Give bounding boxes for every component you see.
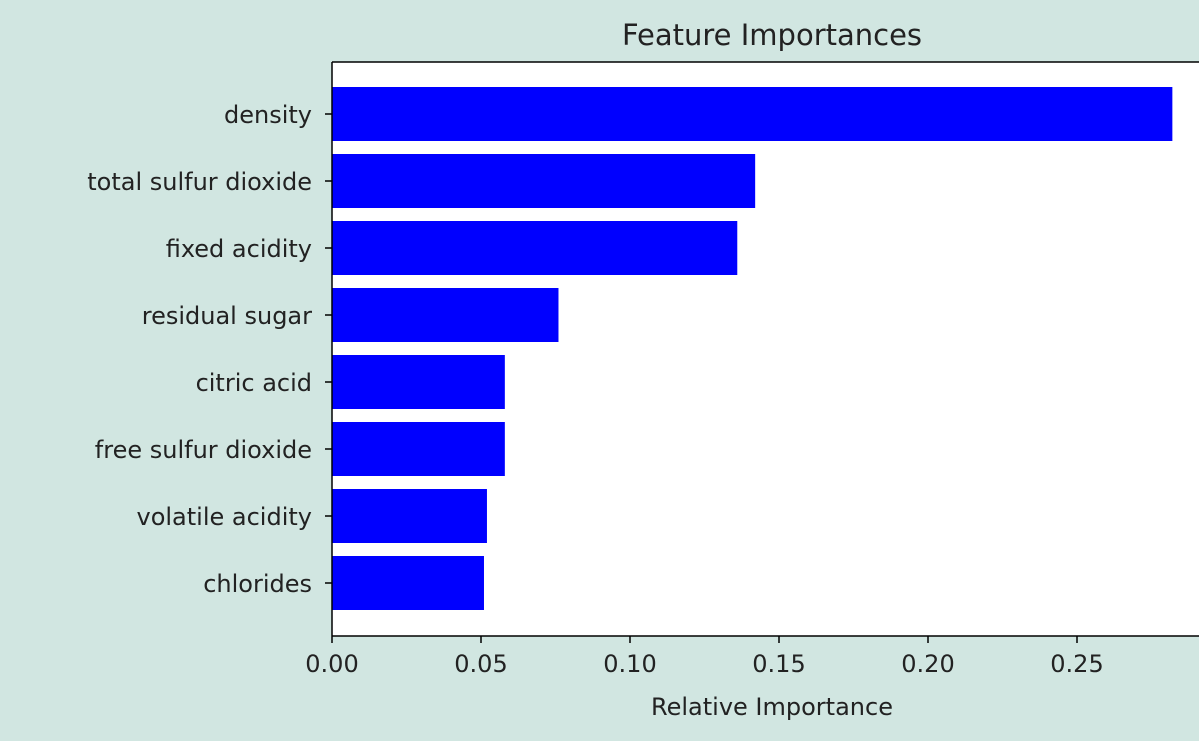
category-label: free sulfur dioxide (95, 436, 312, 464)
category-label: citric acid (196, 369, 312, 397)
bar (332, 221, 738, 275)
category-label: density (224, 101, 312, 129)
category-label: fixed acidity (166, 235, 312, 263)
x-tick-label: 0.05 (454, 650, 507, 678)
x-tick-label: 0.00 (305, 650, 358, 678)
bar (332, 154, 756, 208)
x-axis-ticks: 0.00 0.05 0.10 0.15 0.20 0.25 (305, 636, 1104, 678)
category-label: chlorides (203, 570, 312, 598)
bar (332, 87, 1173, 141)
bars-group (332, 87, 1173, 610)
x-tick-label: 0.25 (1050, 650, 1103, 678)
category-label: residual sugar (142, 302, 312, 330)
category-labels: density total sulfur dioxide fixed acidity… (87, 101, 332, 598)
x-tick-label: 0.20 (901, 650, 954, 678)
x-axis-label: Relative Importance (651, 693, 893, 721)
plot-area (332, 62, 1199, 636)
category-label: total sulfur dioxide (87, 168, 312, 196)
x-tick-label: 0.10 (603, 650, 656, 678)
category-label: volatile acidity (137, 503, 313, 531)
bar (332, 422, 505, 476)
bar (332, 556, 484, 610)
chart-title: Feature Importances (622, 18, 922, 52)
bar (332, 288, 559, 342)
bar (332, 489, 487, 543)
bar (332, 355, 505, 409)
x-tick-label: 0.15 (752, 650, 805, 678)
